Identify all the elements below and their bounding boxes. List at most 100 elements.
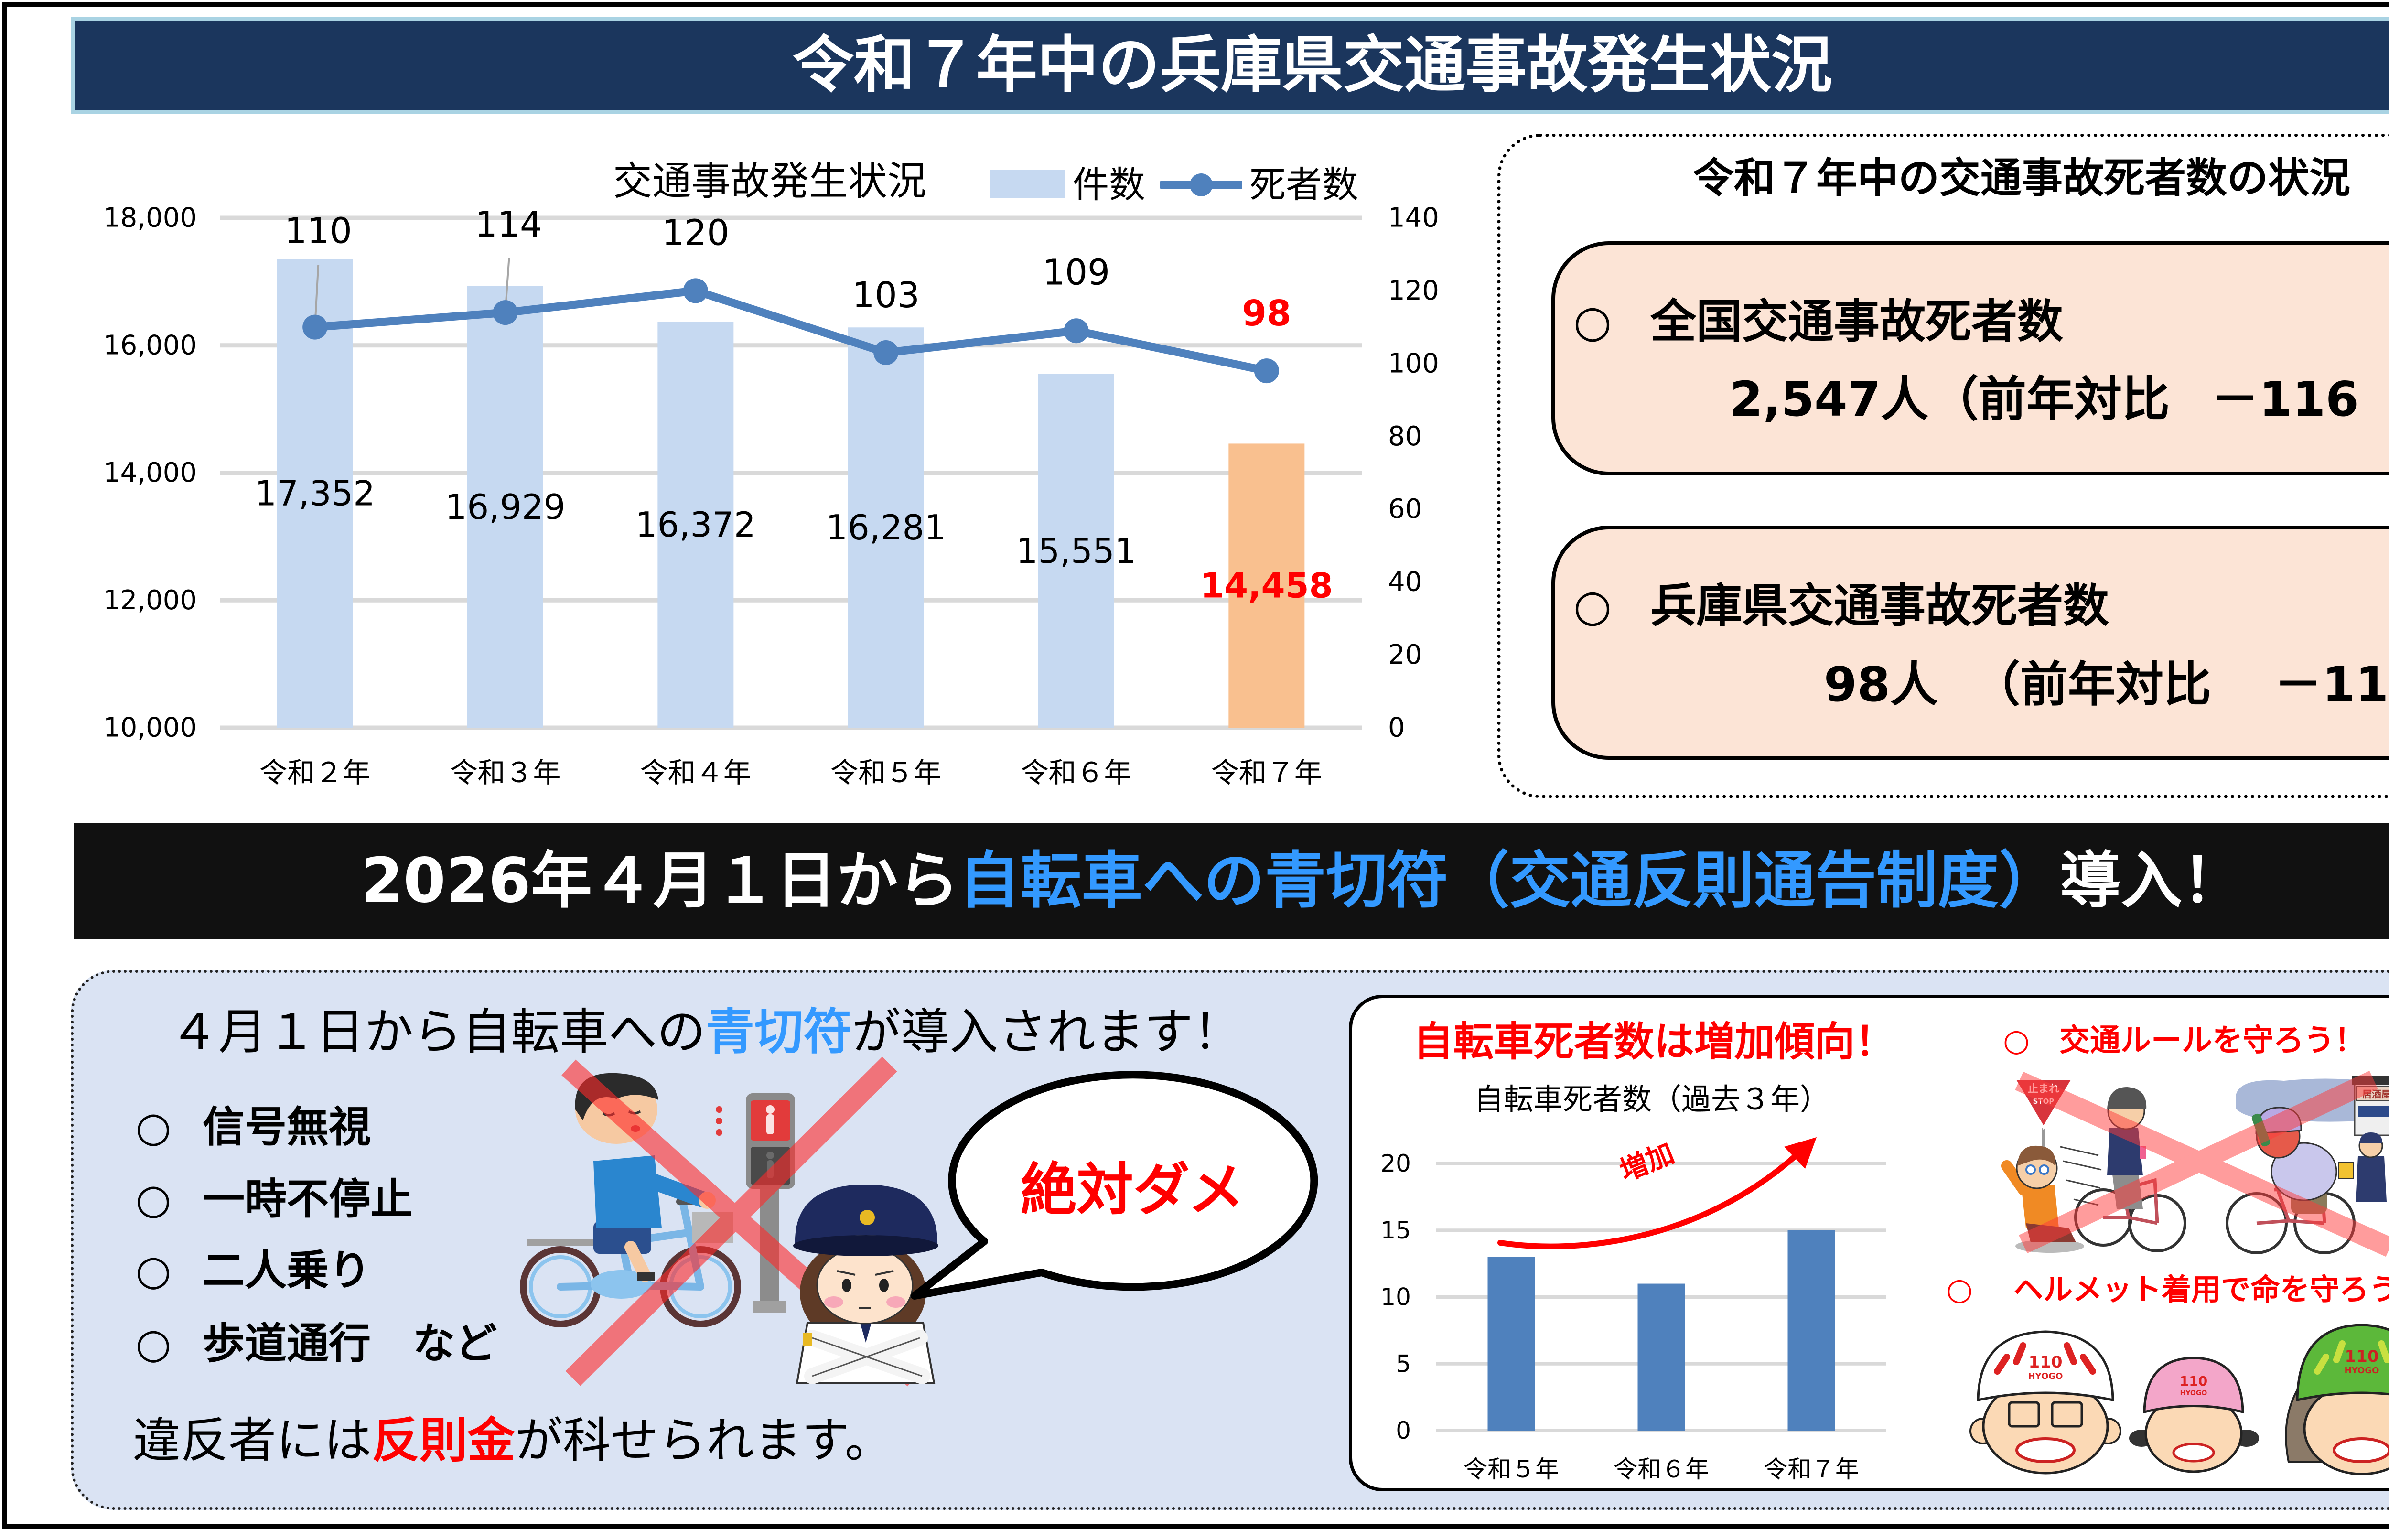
national-fatality-change: －116 xyxy=(2211,371,2359,427)
x-axis-category-label: 令和２年 xyxy=(259,756,370,789)
x-axis-category-label: 令和６年 xyxy=(1021,756,1131,789)
x-axis-category-label: 令和７年 xyxy=(1764,1455,1859,1483)
line-value-label: 103 xyxy=(852,275,920,316)
violation-item: 信号無視 xyxy=(203,1102,371,1152)
bar xyxy=(467,286,543,728)
prohibited-x-icon xyxy=(2015,1070,2389,1257)
tip-bullet-icon: ○ xyxy=(2003,1023,2030,1058)
announcement-suffix: 導入！ xyxy=(2060,845,2244,916)
bullet-icon: ○ xyxy=(1573,296,1612,347)
waiter xyxy=(2338,1132,2389,1202)
line-marker xyxy=(302,314,328,340)
bicycle-violation-illustration xyxy=(520,1056,938,1387)
plot-layer: 10,000 12,000 14,000 16,000 18,000 0 20 40 60 80 1… xyxy=(103,203,1439,789)
helmet-face-child: 110 HYOGO xyxy=(2129,1357,2259,1473)
bar-value-label: 17,352 xyxy=(255,474,375,514)
speed-lines xyxy=(2060,1146,2102,1206)
headline-prefix: ４月１日から自転車への xyxy=(170,1004,706,1061)
police-officer-illustration xyxy=(793,1185,938,1384)
line-marker xyxy=(493,300,518,325)
penalty-highlight: 反則金 xyxy=(372,1412,515,1468)
x-axis-category-label: 令和３年 xyxy=(450,756,560,789)
line-marker xyxy=(1064,318,1089,344)
tip-helmet: ヘルメット着用で命を守ろう！ xyxy=(2013,1272,2389,1307)
y-axis-tick-label: 18,000 xyxy=(103,203,197,234)
legend-bar-label: 件数 xyxy=(1073,163,1145,206)
hyogo-fatality-label: 兵庫県交通事故死者数 xyxy=(1650,579,2109,633)
trend-label: 増加 xyxy=(1615,1137,1679,1188)
hyogo-fatality-value: 98人 xyxy=(1824,657,1938,712)
y-axis-tick-label: 12,000 xyxy=(103,585,197,616)
helmet-face-adult: 110 HYOGO xyxy=(1969,1330,2121,1475)
announcement-highlight: 自転車への青切符（交通反則通告制度） xyxy=(959,845,2060,916)
x-axis-category-label: 令和５年 xyxy=(830,756,941,789)
violation-item: 歩道通行 など xyxy=(203,1319,497,1368)
y-axis-tick-label: 15 xyxy=(1380,1217,1411,1244)
accident-chart-title: 交通事故発生状況 xyxy=(613,159,927,204)
national-fatality-value: 2,547人 xyxy=(1730,371,1929,427)
line-value-label: 98 xyxy=(1242,293,1291,334)
bar-value-label: 16,372 xyxy=(635,505,756,545)
secondary-y-axis-tick-label: 100 xyxy=(1388,348,1439,379)
speech-bubble xyxy=(911,1071,1318,1300)
line-marker xyxy=(683,278,708,303)
secondary-y-axis-tick-label: 20 xyxy=(1388,639,1422,670)
headline-highlight: 青切符 xyxy=(706,1004,852,1061)
trend-arrow-icon xyxy=(1497,1137,1817,1249)
legend-line-marker-icon xyxy=(1160,173,1242,196)
hyogo-fatality-change: －11 xyxy=(2274,657,2389,712)
y-axis-tick-label: 10 xyxy=(1380,1283,1411,1311)
line-value-label: 120 xyxy=(662,212,729,253)
bar xyxy=(1787,1230,1835,1431)
helmet-face-woman: 110 HYOGO xyxy=(2285,1324,2389,1475)
y-axis-tick-label: 10,000 xyxy=(103,712,197,743)
line-value-label: 109 xyxy=(1043,252,1110,293)
line-value-label: 114 xyxy=(475,204,542,245)
helmet-region: HYOGO xyxy=(2180,1389,2207,1397)
bar xyxy=(1228,443,1305,728)
violation-item: 二人乗り xyxy=(203,1246,371,1295)
y-axis-tick-label: 16,000 xyxy=(103,330,197,361)
bar-value-label: 16,281 xyxy=(826,507,946,548)
bar xyxy=(1637,1283,1685,1431)
helmet-faces-illustration: 110 HYOGO 110 HYOGO 110 HYOGO xyxy=(1969,1324,2389,1475)
accident-chart-plot: 10,000 12,000 14,000 16,000 18,000 0 20 40 60 80 1… xyxy=(103,203,1439,789)
bicycle-headline: 自転車死者数は増加傾向！ xyxy=(1413,1018,1895,1065)
speech-bubble-text: 絶対ダメ xyxy=(1020,1157,1245,1223)
secondary-y-axis-tick-label: 80 xyxy=(1388,421,1422,452)
bullet-icon: ○ xyxy=(135,1247,172,1294)
secondary-y-axis-tick-label: 0 xyxy=(1388,712,1405,743)
bar-value-label: 16,929 xyxy=(445,487,566,527)
page-title: 令和７年中の兵庫県交通事故発生状況 xyxy=(792,30,1832,101)
plot-layer: 0 5 10 15 20 令和５年 令和６年 令和７年 xyxy=(1380,1150,1886,1483)
helmet-number: 110 xyxy=(2180,1373,2207,1389)
bullet-icon: ○ xyxy=(135,1320,172,1368)
blue-ticket-headline: ４月１日から自転車への青切符が導入されます！ xyxy=(170,1008,1242,1057)
y-axis-tick-label: 14,000 xyxy=(103,457,197,488)
secondary-y-axis-tick-label: 40 xyxy=(1388,567,1422,598)
penalty-prefix: 違反者には xyxy=(133,1412,372,1468)
x-axis-category-label: 令和７年 xyxy=(1211,756,1322,789)
tip-traffic-rules: 交通ルールを守ろう！ xyxy=(2059,1023,2365,1058)
secondary-y-axis-tick-label: 60 xyxy=(1388,494,1422,525)
y-axis-tick-label: 20 xyxy=(1380,1150,1411,1177)
penalty-suffix: が科せられます。 xyxy=(515,1412,893,1468)
tip-bullet-icon: ○ xyxy=(1946,1272,1973,1307)
hyogo-comparison-label: （前年対比 xyxy=(1972,657,2211,712)
bullet-icon: ○ xyxy=(135,1103,172,1151)
announcement-banner: 2026年４月１日から 自転車への青切符（交通反則通告制度） 導入！ xyxy=(74,823,2389,939)
x-axis-category-label: 令和６年 xyxy=(1614,1455,1709,1483)
bar xyxy=(1038,374,1114,728)
helmet-region: HYOGO xyxy=(2345,1366,2379,1376)
legend-bar-swatch xyxy=(990,170,1065,198)
x-axis-category-label: 令和４年 xyxy=(640,756,751,789)
line-value-label: 110 xyxy=(285,211,352,252)
line-marker xyxy=(873,340,899,365)
traffic-rules-illustration: 止まれ STOP xyxy=(2001,1070,2389,1257)
bicycle-icon xyxy=(520,1198,741,1327)
fatality-status-panel xyxy=(1497,134,2389,798)
bar-value-label: 15,551 xyxy=(1016,531,1137,571)
helmet-number: 110 xyxy=(2029,1353,2063,1372)
helmet-region: HYOGO xyxy=(2028,1371,2063,1381)
